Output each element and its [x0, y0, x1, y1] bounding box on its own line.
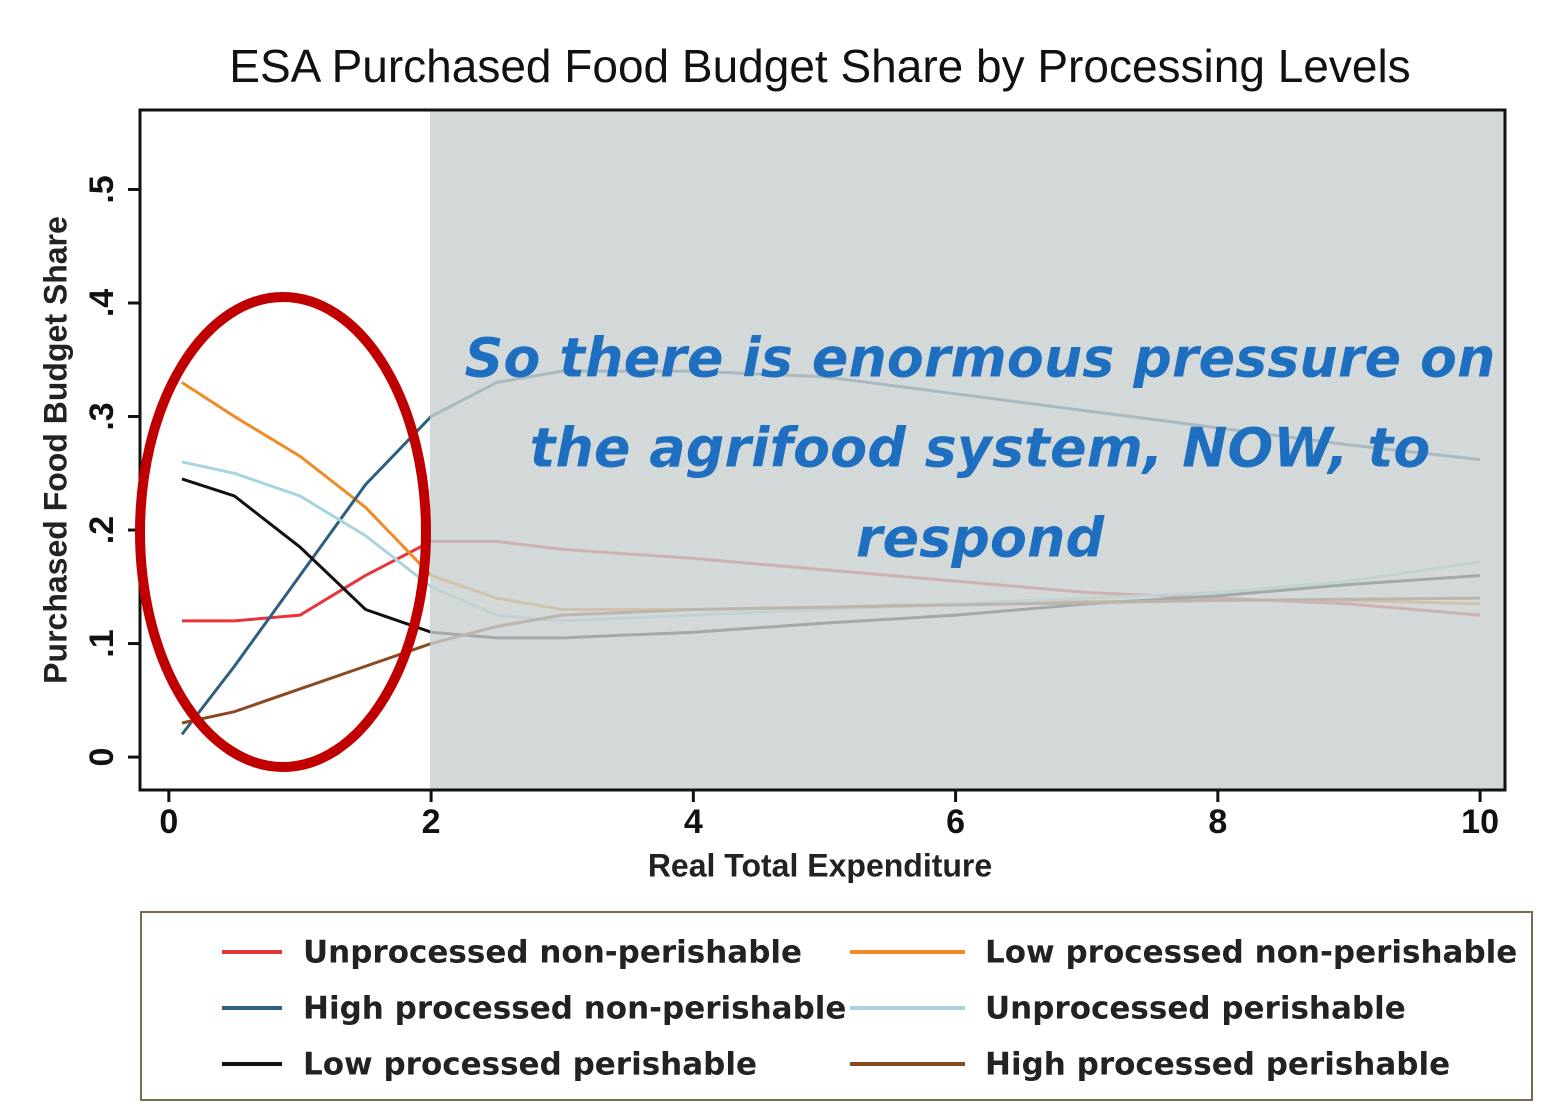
x-axis-label: Real Total Expenditure — [648, 847, 992, 883]
legend-label: Unprocessed non-perishable — [303, 935, 802, 971]
x-tick-label: 6 — [946, 803, 965, 841]
chart-title: ESA Purchased Food Budget Share by Proce… — [229, 40, 1410, 92]
shaded-region — [430, 110, 1505, 790]
y-tick-label: .1 — [83, 629, 121, 657]
axes: 0 2 4 6 8 10 0 .1 .2 .3 .4 .5 — [83, 175, 1499, 841]
annotation-text: So there is enormous pressure on — [465, 327, 1496, 390]
annotation-text: respond — [856, 507, 1106, 570]
legend-label: Low processed non-perishable — [985, 935, 1517, 971]
legend-label: High processed non-perishable — [303, 991, 846, 1027]
y-tick-label: .3 — [83, 402, 121, 430]
y-tick-label: .5 — [83, 175, 121, 203]
x-tick-label: 0 — [159, 803, 178, 841]
legend-label: High processed perishable — [985, 1047, 1450, 1083]
y-axis-label: Purchased Food Budget Share — [37, 216, 73, 684]
legend-label: Low processed perishable — [303, 1047, 757, 1083]
x-tick-label: 2 — [422, 803, 441, 841]
x-tick-label: 8 — [1208, 803, 1227, 841]
legend-label: Unprocessed perishable — [985, 991, 1406, 1027]
annotation: So there is enormous pressure on the agri… — [465, 327, 1496, 570]
x-tick-label: 4 — [684, 803, 703, 841]
y-tick-label: 0 — [83, 748, 121, 767]
plot-frame — [138, 108, 1507, 792]
highlight-ellipse — [135, 292, 431, 772]
y-tick-label: .2 — [83, 516, 121, 544]
legend: Unprocessed non-perishable Low processed … — [222, 935, 1517, 1083]
y-tick-label: .4 — [83, 289, 121, 317]
annotation-text: the agrifood system, NOW, to — [530, 417, 1431, 480]
x-tick-label: 10 — [1461, 803, 1499, 841]
legend-box — [140, 911, 1533, 1101]
